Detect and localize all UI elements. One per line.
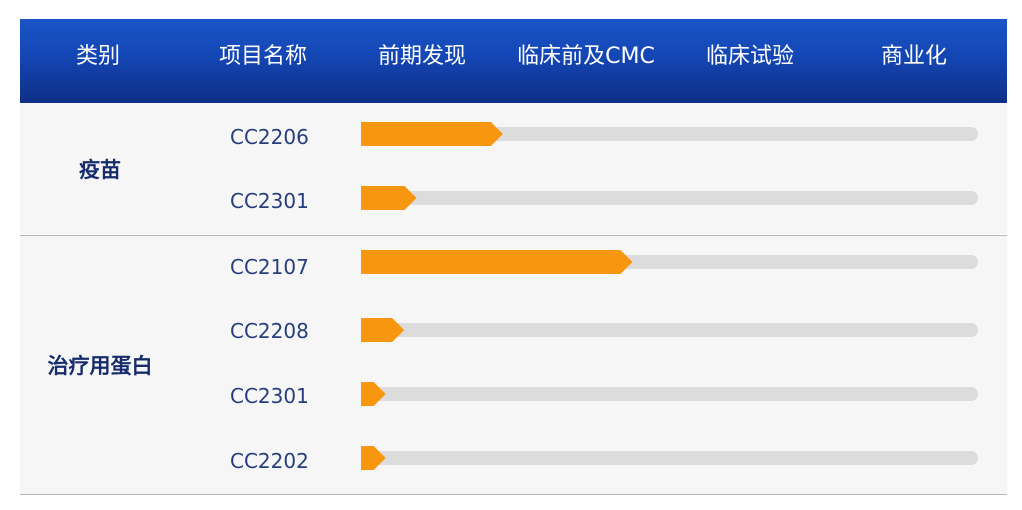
table-bottom-border bbox=[20, 494, 1007, 495]
project-label: CC2301 bbox=[230, 189, 309, 213]
header-discovery: 前期发现 bbox=[377, 44, 467, 69]
header-category: 类别 bbox=[75, 44, 121, 69]
progress-track bbox=[361, 127, 978, 141]
header-project: 项目名称 bbox=[218, 44, 308, 69]
category-vaccine: 疫苗 bbox=[79, 158, 121, 182]
progress-track bbox=[361, 191, 978, 205]
project-label: CC2301 bbox=[230, 384, 309, 408]
progress-track bbox=[361, 387, 978, 401]
group-vaccine-background bbox=[20, 103, 1007, 234]
group-separator bbox=[20, 235, 1007, 236]
progress-bar bbox=[361, 250, 633, 274]
category-protein: 治疗用蛋白 bbox=[47, 354, 153, 378]
progress-bar bbox=[361, 446, 386, 470]
header-clinical: 临床试验 bbox=[705, 44, 795, 69]
progress-bar bbox=[361, 318, 405, 342]
project-label: CC2206 bbox=[230, 125, 309, 149]
table-header: 类别 项目名称 前期发现 临床前及CMC 临床试验 商业化 bbox=[20, 19, 1007, 103]
progress-bar bbox=[361, 186, 417, 210]
header-preclinical: 临床前及CMC bbox=[517, 44, 655, 69]
project-label: CC2107 bbox=[230, 255, 309, 279]
project-label: CC2202 bbox=[230, 449, 309, 473]
progress-track bbox=[361, 323, 978, 337]
project-label: CC2208 bbox=[230, 319, 309, 343]
progress-track bbox=[361, 451, 978, 465]
progress-bar bbox=[361, 122, 503, 146]
progress-bar bbox=[361, 382, 386, 406]
header-commercial: 商业化 bbox=[880, 44, 948, 69]
